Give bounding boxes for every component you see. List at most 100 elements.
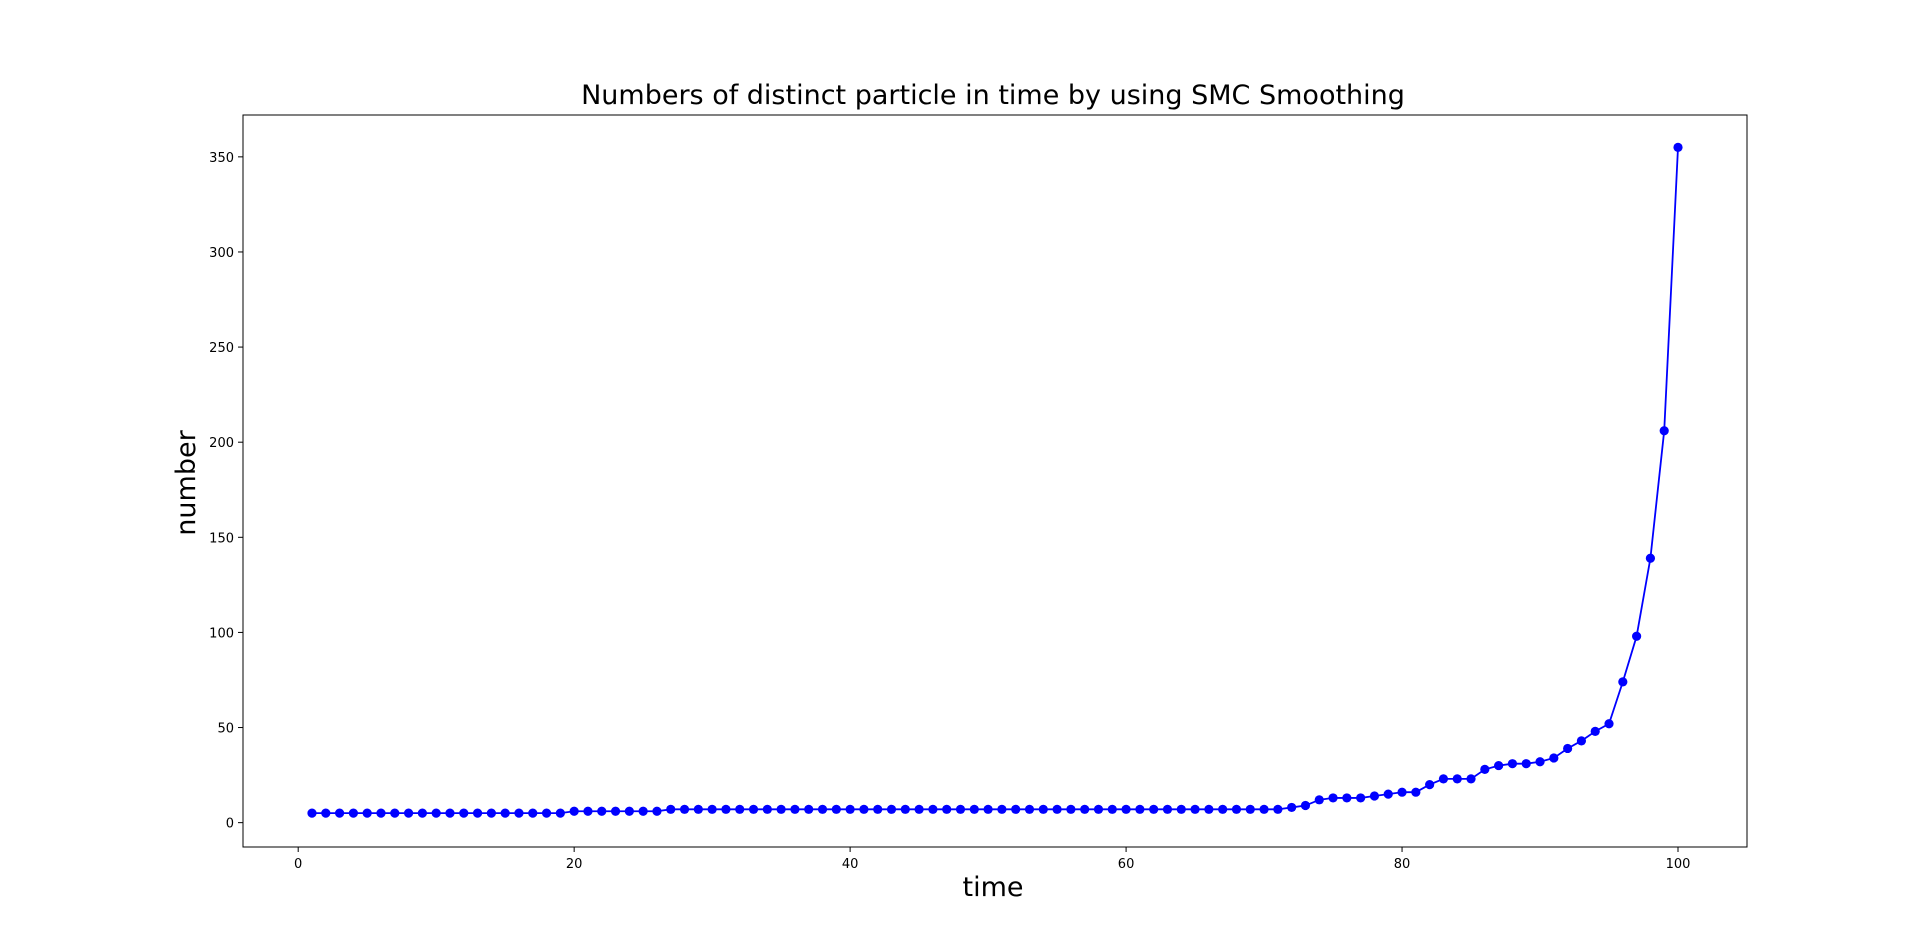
data-point xyxy=(1190,804,1200,814)
data-point xyxy=(1218,804,1228,814)
data-point xyxy=(1328,793,1338,803)
data-point xyxy=(1673,142,1683,152)
data-point xyxy=(1300,800,1311,811)
data-point xyxy=(652,806,662,816)
data-point xyxy=(1080,804,1090,814)
data-point xyxy=(1231,804,1242,814)
data-point xyxy=(1121,804,1131,814)
data-point xyxy=(486,808,496,818)
x-tick-label: 60 xyxy=(1118,857,1135,872)
data-point xyxy=(500,808,510,818)
data-point xyxy=(1149,804,1159,814)
data-point xyxy=(1604,719,1614,729)
data-point xyxy=(873,804,883,814)
data-point xyxy=(321,808,331,818)
data-point xyxy=(1342,793,1352,803)
data-point xyxy=(307,808,317,818)
data-point xyxy=(707,804,717,814)
data-point xyxy=(348,808,358,818)
data-point xyxy=(1107,804,1117,814)
data-point xyxy=(790,804,800,814)
data-point xyxy=(666,804,676,814)
data-point xyxy=(583,806,593,816)
data-point xyxy=(762,804,772,814)
y-tick-label: 300 xyxy=(209,246,234,261)
data-point xyxy=(1204,804,1214,814)
series-line xyxy=(311,147,1679,815)
data-point xyxy=(1494,760,1504,771)
plot-frame xyxy=(242,114,1748,848)
data-point xyxy=(983,804,993,814)
x-axis-label: time xyxy=(962,872,1023,903)
data-point xyxy=(1563,743,1573,754)
data-point xyxy=(1466,774,1476,784)
data-point xyxy=(969,804,979,814)
data-point xyxy=(1176,804,1186,814)
data-point xyxy=(1093,804,1104,814)
data-point xyxy=(1273,804,1283,814)
data-point xyxy=(1052,804,1062,814)
data-point xyxy=(1645,553,1656,563)
data-point xyxy=(514,808,524,818)
data-point xyxy=(1259,804,1269,814)
data-point xyxy=(1397,787,1407,797)
data-point xyxy=(555,808,565,818)
data-point xyxy=(417,808,427,818)
y-tick-label: 250 xyxy=(209,341,234,356)
data-point xyxy=(831,804,841,814)
chart-title: Numbers of distinct particle in time by … xyxy=(581,80,1405,111)
data-point xyxy=(431,808,441,818)
data-point xyxy=(1549,753,1559,763)
data-point xyxy=(1590,726,1600,736)
data-point xyxy=(1425,780,1435,790)
data-point xyxy=(1480,764,1490,774)
x-tick-label: 0 xyxy=(294,857,302,872)
y-tick-label: 350 xyxy=(209,151,234,166)
data-point xyxy=(1245,804,1255,814)
data-point xyxy=(1024,804,1035,814)
y-axis-label: number xyxy=(171,429,202,535)
data-point xyxy=(362,808,372,818)
data-point xyxy=(638,806,648,816)
data-point xyxy=(1135,804,1145,814)
data-point xyxy=(1066,804,1076,814)
data-point xyxy=(997,804,1007,814)
data-point xyxy=(748,804,759,814)
data-point xyxy=(390,808,400,818)
data-point xyxy=(1659,426,1669,436)
x-tick-label: 100 xyxy=(1666,857,1691,872)
data-point xyxy=(1576,736,1587,746)
data-point xyxy=(1632,631,1642,641)
data-point xyxy=(376,808,386,818)
data-point xyxy=(776,804,786,814)
data-point xyxy=(1507,759,1518,769)
data-point xyxy=(679,804,690,814)
x-tick-label: 20 xyxy=(566,857,583,872)
data-point xyxy=(1383,789,1393,799)
y-tick-label: 200 xyxy=(209,436,234,451)
data-point xyxy=(886,804,897,814)
y-tick-label: 0 xyxy=(226,817,234,832)
data-point xyxy=(472,808,483,818)
data-point xyxy=(1162,804,1173,814)
data-point xyxy=(735,804,745,814)
data-point xyxy=(804,804,814,814)
y-tick-label: 100 xyxy=(209,626,234,641)
x-tick-label: 40 xyxy=(842,857,859,872)
data-point xyxy=(1535,757,1545,767)
data-point xyxy=(1287,802,1297,813)
data-point xyxy=(859,804,869,814)
data-point xyxy=(1356,793,1366,803)
data-point xyxy=(445,808,455,818)
data-point xyxy=(1411,787,1421,797)
data-point xyxy=(334,808,345,818)
data-point xyxy=(1452,774,1462,784)
data-point xyxy=(955,804,966,814)
data-point xyxy=(693,804,703,814)
plot-area: 0 20 40 60 80 100 0 50 100 150 200 250 300 350 xyxy=(209,114,1748,872)
data-point xyxy=(1038,804,1048,814)
data-point xyxy=(1618,677,1628,687)
data-point xyxy=(1011,804,1021,814)
data-point xyxy=(845,804,855,814)
